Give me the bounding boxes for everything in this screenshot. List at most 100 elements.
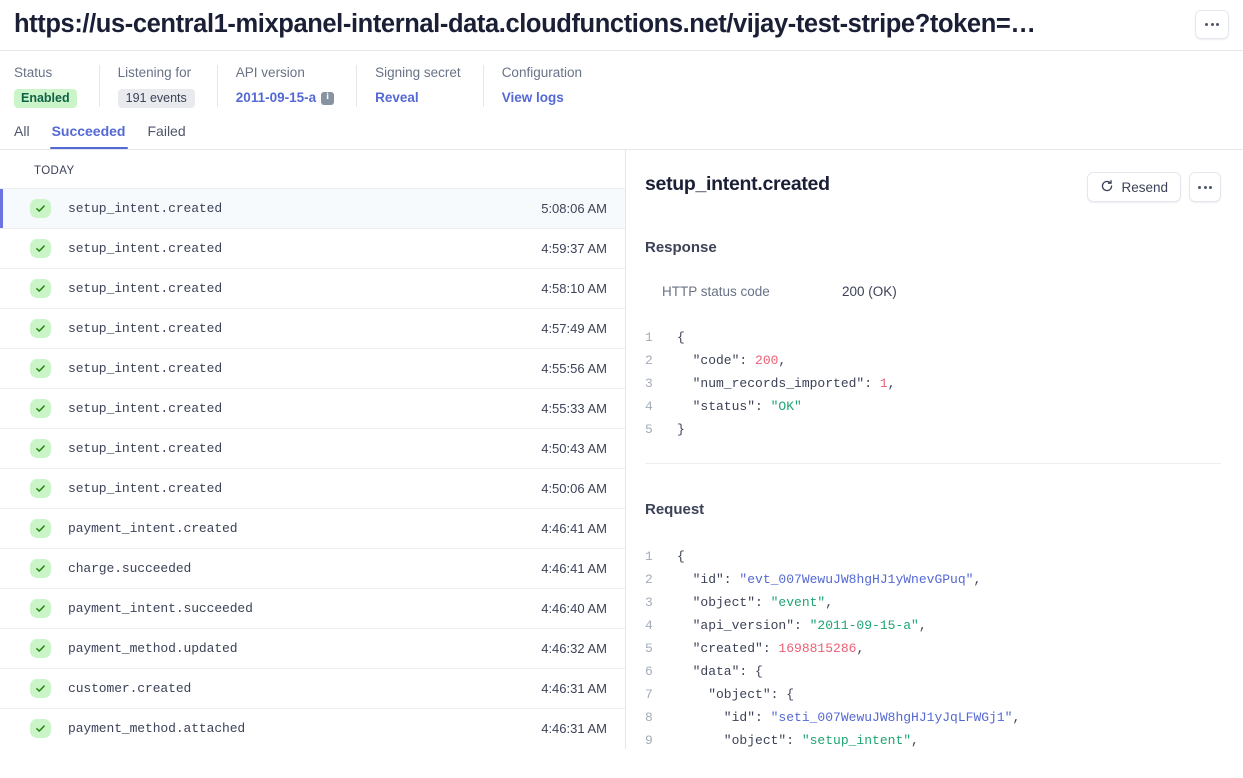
event-list-row[interactable]: setup_intent.created 4:50:06 AM (0, 468, 625, 508)
meta-signing-secret-value: Reveal (375, 89, 461, 107)
event-row-name: setup_intent.created (68, 481, 223, 496)
success-check-icon (30, 599, 51, 618)
event-list-row[interactable]: setup_intent.created 4:59:37 AM (0, 228, 625, 268)
event-row-name: setup_intent.created (68, 361, 223, 376)
event-row-time: 4:46:40 AM (541, 601, 607, 616)
http-status-value: 200 (OK) (842, 284, 897, 299)
code-line: 2 "code": 200, (645, 349, 1221, 372)
reveal-secret-link[interactable]: Reveal (375, 90, 419, 105)
response-code-block: 1{2 "code": 200, 3 "num_records_imported"… (645, 326, 1221, 441)
event-list-row[interactable]: setup_intent.created 5:08:06 AM (0, 188, 625, 228)
event-list-row[interactable]: setup_intent.created 4:55:56 AM (0, 348, 625, 388)
success-check-icon (30, 679, 51, 698)
page-title: https://us-central1-mixpanel-internal-da… (14, 10, 1036, 38)
success-check-icon (30, 399, 51, 418)
success-check-icon (30, 239, 51, 258)
event-row-time: 4:46:41 AM (541, 561, 607, 576)
code-line-text: "data": { (677, 664, 763, 679)
code-line-number: 9 (645, 733, 653, 748)
tab-all[interactable]: All (14, 123, 30, 139)
request-code-block: 1 {2 "id": "evt_007WewuJW8hgHJ1yWnevGPuq"… (645, 545, 1221, 749)
event-row-name: setup_intent.created (68, 201, 223, 216)
events-list: setup_intent.created 5:08:06 AM setup_inte… (0, 188, 625, 748)
section-divider (645, 463, 1221, 464)
success-check-icon (30, 719, 51, 738)
event-row-name: payment_method.updated (68, 641, 238, 656)
event-row-name: payment_intent.created (68, 521, 238, 536)
event-list-row[interactable]: customer.created 4:46:31 AM (0, 668, 625, 708)
resend-icon (1100, 179, 1114, 196)
tab-succeeded[interactable]: Succeeded (49, 123, 128, 149)
event-list-row[interactable]: setup_intent.created 4:57:49 AM (0, 308, 625, 348)
http-status-row: HTTP status code 200 (OK) (645, 283, 1221, 300)
event-row-name: customer.created (68, 681, 192, 696)
code-line-text: "code": 200, (677, 353, 787, 368)
meta-api-version: API version 2011-09-15-a i (235, 65, 358, 107)
code-line-text: "api_version": "2011-09-15-a", (677, 618, 927, 633)
success-check-icon (30, 559, 51, 578)
event-list-row[interactable]: payment_method.attached 4:46:31 AM (0, 708, 625, 748)
code-line-number: 1 (645, 549, 653, 564)
events-list-pane: TODAY setup_intent.created 5:08:06 AM setu… (0, 150, 626, 749)
event-detail-title: setup_intent.created (645, 173, 830, 195)
event-overflow-menu-button[interactable] (1189, 172, 1221, 202)
event-row-time: 4:55:56 AM (541, 361, 607, 376)
code-line-text: "object": "event", (677, 595, 834, 610)
code-line-text: "created": 1698815286, (677, 641, 865, 656)
view-logs-link[interactable]: View logs (501, 90, 564, 105)
event-filter-tabs: All Succeeded Failed (0, 114, 1243, 149)
info-icon[interactable]: i (321, 91, 335, 105)
code-line-number: 3 (645, 595, 653, 610)
resend-button[interactable]: Resend (1087, 172, 1181, 202)
meta-listening-value: 191 events (117, 89, 195, 108)
event-list-row[interactable]: payment_method.updated 4:46:32 AM (0, 628, 625, 668)
code-line-number: 1 (645, 330, 653, 345)
event-list-row[interactable]: payment_intent.created 4:46:41 AM (0, 508, 625, 548)
resend-button-label: Resend (1121, 179, 1168, 195)
code-line: 7 "object": { (645, 683, 1221, 706)
event-list-row[interactable]: payment_intent.succeeded 4:46:40 AM (0, 588, 625, 628)
meta-status-label: Status (14, 65, 53, 80)
code-line: 8 "id": "seti_007WewuJW8hgHJ1yJqLFWGj1", (645, 706, 1221, 729)
event-row-time: 4:50:43 AM (541, 441, 607, 456)
event-list-row[interactable]: setup_intent.created 4:58:10 AM (0, 268, 625, 308)
code-line-text: "id": "evt_007WewuJW8hgHJ1yWnevGPuq", (677, 572, 982, 587)
event-list-row[interactable]: setup_intent.created 4:50:43 AM (0, 428, 625, 468)
event-detail-pane: setup_intent.created Resend (626, 150, 1243, 749)
code-line-text: "status": "OK" (677, 399, 802, 414)
meta-status: Status Enabled (0, 65, 100, 108)
success-check-icon (30, 439, 51, 458)
event-row-time: 4:57:49 AM (541, 321, 607, 336)
code-line-number: 6 (645, 664, 653, 679)
tab-failed[interactable]: Failed (147, 123, 186, 139)
events-count-badge[interactable]: 191 events (117, 89, 195, 108)
event-list-row[interactable]: setup_intent.created 4:55:33 AM (0, 388, 625, 428)
code-line: 2 "id": "evt_007WewuJW8hgHJ1yWnevGPuq", (645, 568, 1221, 591)
event-row-name: setup_intent.created (68, 401, 223, 416)
code-line-number: 5 (645, 641, 653, 656)
api-version-link[interactable]: 2011-09-15-a (235, 90, 317, 105)
meta-configuration-value: View logs (502, 89, 582, 107)
endpoint-meta-bar: Status Enabled Listening for 191 events … (0, 51, 1243, 114)
code-line-number: 2 (645, 353, 653, 368)
event-row-name: setup_intent.created (68, 281, 223, 296)
event-row-time: 4:55:33 AM (541, 401, 607, 416)
content-area: TODAY setup_intent.created 5:08:06 AM setu… (0, 149, 1243, 749)
code-line-text: { (677, 549, 685, 564)
event-row-time: 4:46:32 AM (541, 641, 607, 656)
code-line: 5} (645, 418, 1221, 441)
code-line: 5 "created": 1698815286, (645, 637, 1221, 660)
event-list-row[interactable]: charge.succeeded 4:46:41 AM (0, 548, 625, 588)
endpoint-overflow-menu-button[interactable] (1195, 9, 1229, 39)
event-detail-actions: Resend (1087, 172, 1221, 202)
code-line: 3 "object": "event", (645, 591, 1221, 614)
code-line-number: 5 (645, 422, 653, 437)
overflow-dots-icon (1198, 185, 1212, 189)
overflow-dots-icon (1205, 22, 1219, 26)
status-badge: Enabled (14, 89, 77, 108)
event-row-time: 4:58:10 AM (541, 281, 607, 296)
code-line-text: "id": "seti_007WewuJW8hgHJ1yJqLFWGj1", (677, 710, 1021, 725)
code-line: 9 "object": "setup_intent", (645, 729, 1221, 749)
meta-signing-secret-label: Signing secret (375, 65, 461, 80)
meta-listening-for: Listening for 191 events (117, 65, 218, 108)
